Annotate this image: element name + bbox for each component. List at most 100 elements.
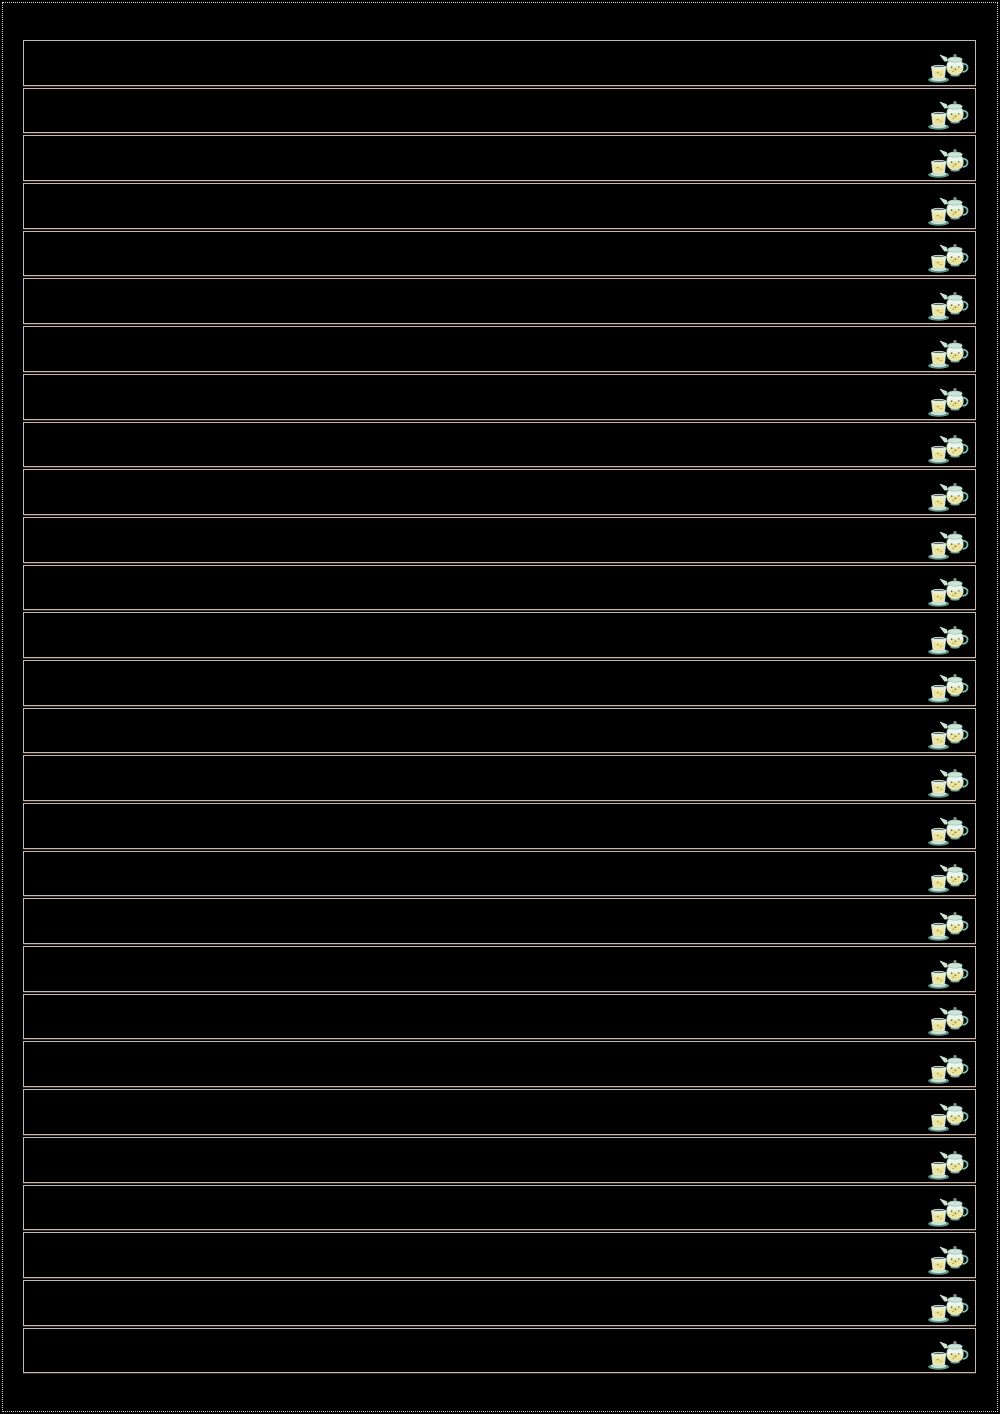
tea-set-icon [928,1150,970,1181]
tea-set-icon-svg [928,721,969,751]
table-row[interactable] [23,1041,976,1088]
table-row[interactable] [23,850,976,897]
teapot-icon [939,530,969,554]
tea-set-icon-svg [928,339,969,369]
tea-set-icon [928,339,970,370]
table-row[interactable] [23,755,976,801]
tea-set-icon [928,387,970,418]
teacup-icon [928,350,949,369]
table-row[interactable] [23,564,976,611]
teapot-icon [939,912,969,935]
teapot-icon [939,1198,969,1221]
tea-set-icon-svg [928,578,969,608]
tea-set-icon-svg [928,482,969,512]
teacup-icon [928,446,949,464]
teapot-icon [939,816,969,840]
teapot-icon [939,482,969,506]
teapot-icon [939,959,969,983]
table-row[interactable] [23,1327,976,1374]
table-row[interactable] [23,469,976,515]
tea-set-icon-svg [928,1245,969,1275]
table-row[interactable] [23,326,976,372]
table-row[interactable] [23,135,976,182]
teapot-icon [939,625,969,649]
tea-set-icon-svg [928,435,969,464]
tea-set-icon [928,482,970,513]
teapot-icon [939,339,969,363]
teacup-icon [928,684,949,703]
tea-set-icon-svg [928,1341,969,1371]
table-row[interactable] [23,707,976,754]
tea-set-icon [928,911,970,942]
table-row[interactable] [23,1136,976,1183]
tea-set-icon-svg [928,1150,969,1180]
teacup-icon [928,1352,949,1371]
teacup-icon [928,1018,949,1037]
table-row[interactable] [23,1184,976,1231]
teacup-icon [928,922,949,941]
teacup-icon [928,302,949,321]
teacup-icon [928,159,949,178]
table-row[interactable] [23,183,976,229]
teacup-icon [928,64,949,83]
tea-set-icon [928,863,970,894]
table-row[interactable] [23,87,976,134]
teacup-icon [928,827,949,846]
tea-set-icon-svg [928,101,969,131]
tea-set-icon [928,1006,970,1037]
teacup-icon [928,875,949,894]
teapot-icon [939,864,969,887]
teacup-icon [928,255,949,274]
tea-set-icon-svg [928,1007,969,1037]
table-row[interactable] [23,612,976,658]
tea-set-icon [928,816,970,847]
teapot-icon [939,53,969,77]
teacup-icon [928,1209,949,1227]
table-row[interactable] [23,898,976,945]
tea-set-icon [928,1245,970,1276]
teacup-icon [928,1113,949,1132]
tea-set-icon-svg [928,292,969,321]
teapot-icon [939,721,969,744]
tea-set-icon [928,1102,970,1133]
teapot-icon [939,244,969,268]
teapot-icon [939,1293,969,1317]
teapot-icon [939,149,969,172]
teapot-icon [939,769,969,792]
teacup-icon [928,779,949,798]
tea-set-icon-svg [928,244,969,274]
tea-set-icon [928,53,970,84]
tea-set-icon-svg [928,769,969,798]
teapot-icon [939,1102,969,1126]
teapot-icon [939,387,969,411]
teacup-icon [928,207,949,226]
table-row[interactable] [23,516,976,563]
tea-set-icon [928,530,970,561]
teacup-icon [928,970,949,989]
tea-set-icon [928,1293,970,1324]
table-row[interactable] [23,40,976,86]
teacup-icon [928,1304,949,1323]
teapot-icon [939,101,969,124]
tea-set-icon [928,100,970,131]
table-row[interactable] [23,373,976,420]
table-row[interactable] [23,421,976,468]
tea-set-icon [928,148,970,179]
table-row[interactable] [23,803,976,849]
tea-set-icon [928,959,970,990]
table-row[interactable] [23,1232,976,1278]
tea-set-icon-svg [928,864,969,894]
table-row[interactable] [23,659,976,706]
tea-set-icon [928,1340,970,1371]
table-row[interactable] [23,946,976,992]
tea-set-icon [928,291,970,322]
table-row[interactable] [23,278,976,325]
tea-set-icon [928,243,970,274]
table-row[interactable] [23,993,976,1040]
teapot-icon [939,1150,969,1174]
table-row[interactable] [23,1279,976,1326]
tea-set-icon-svg [928,816,969,846]
tea-set-icon [928,720,970,751]
table-row[interactable] [23,230,976,277]
table-row[interactable] [23,1089,976,1135]
